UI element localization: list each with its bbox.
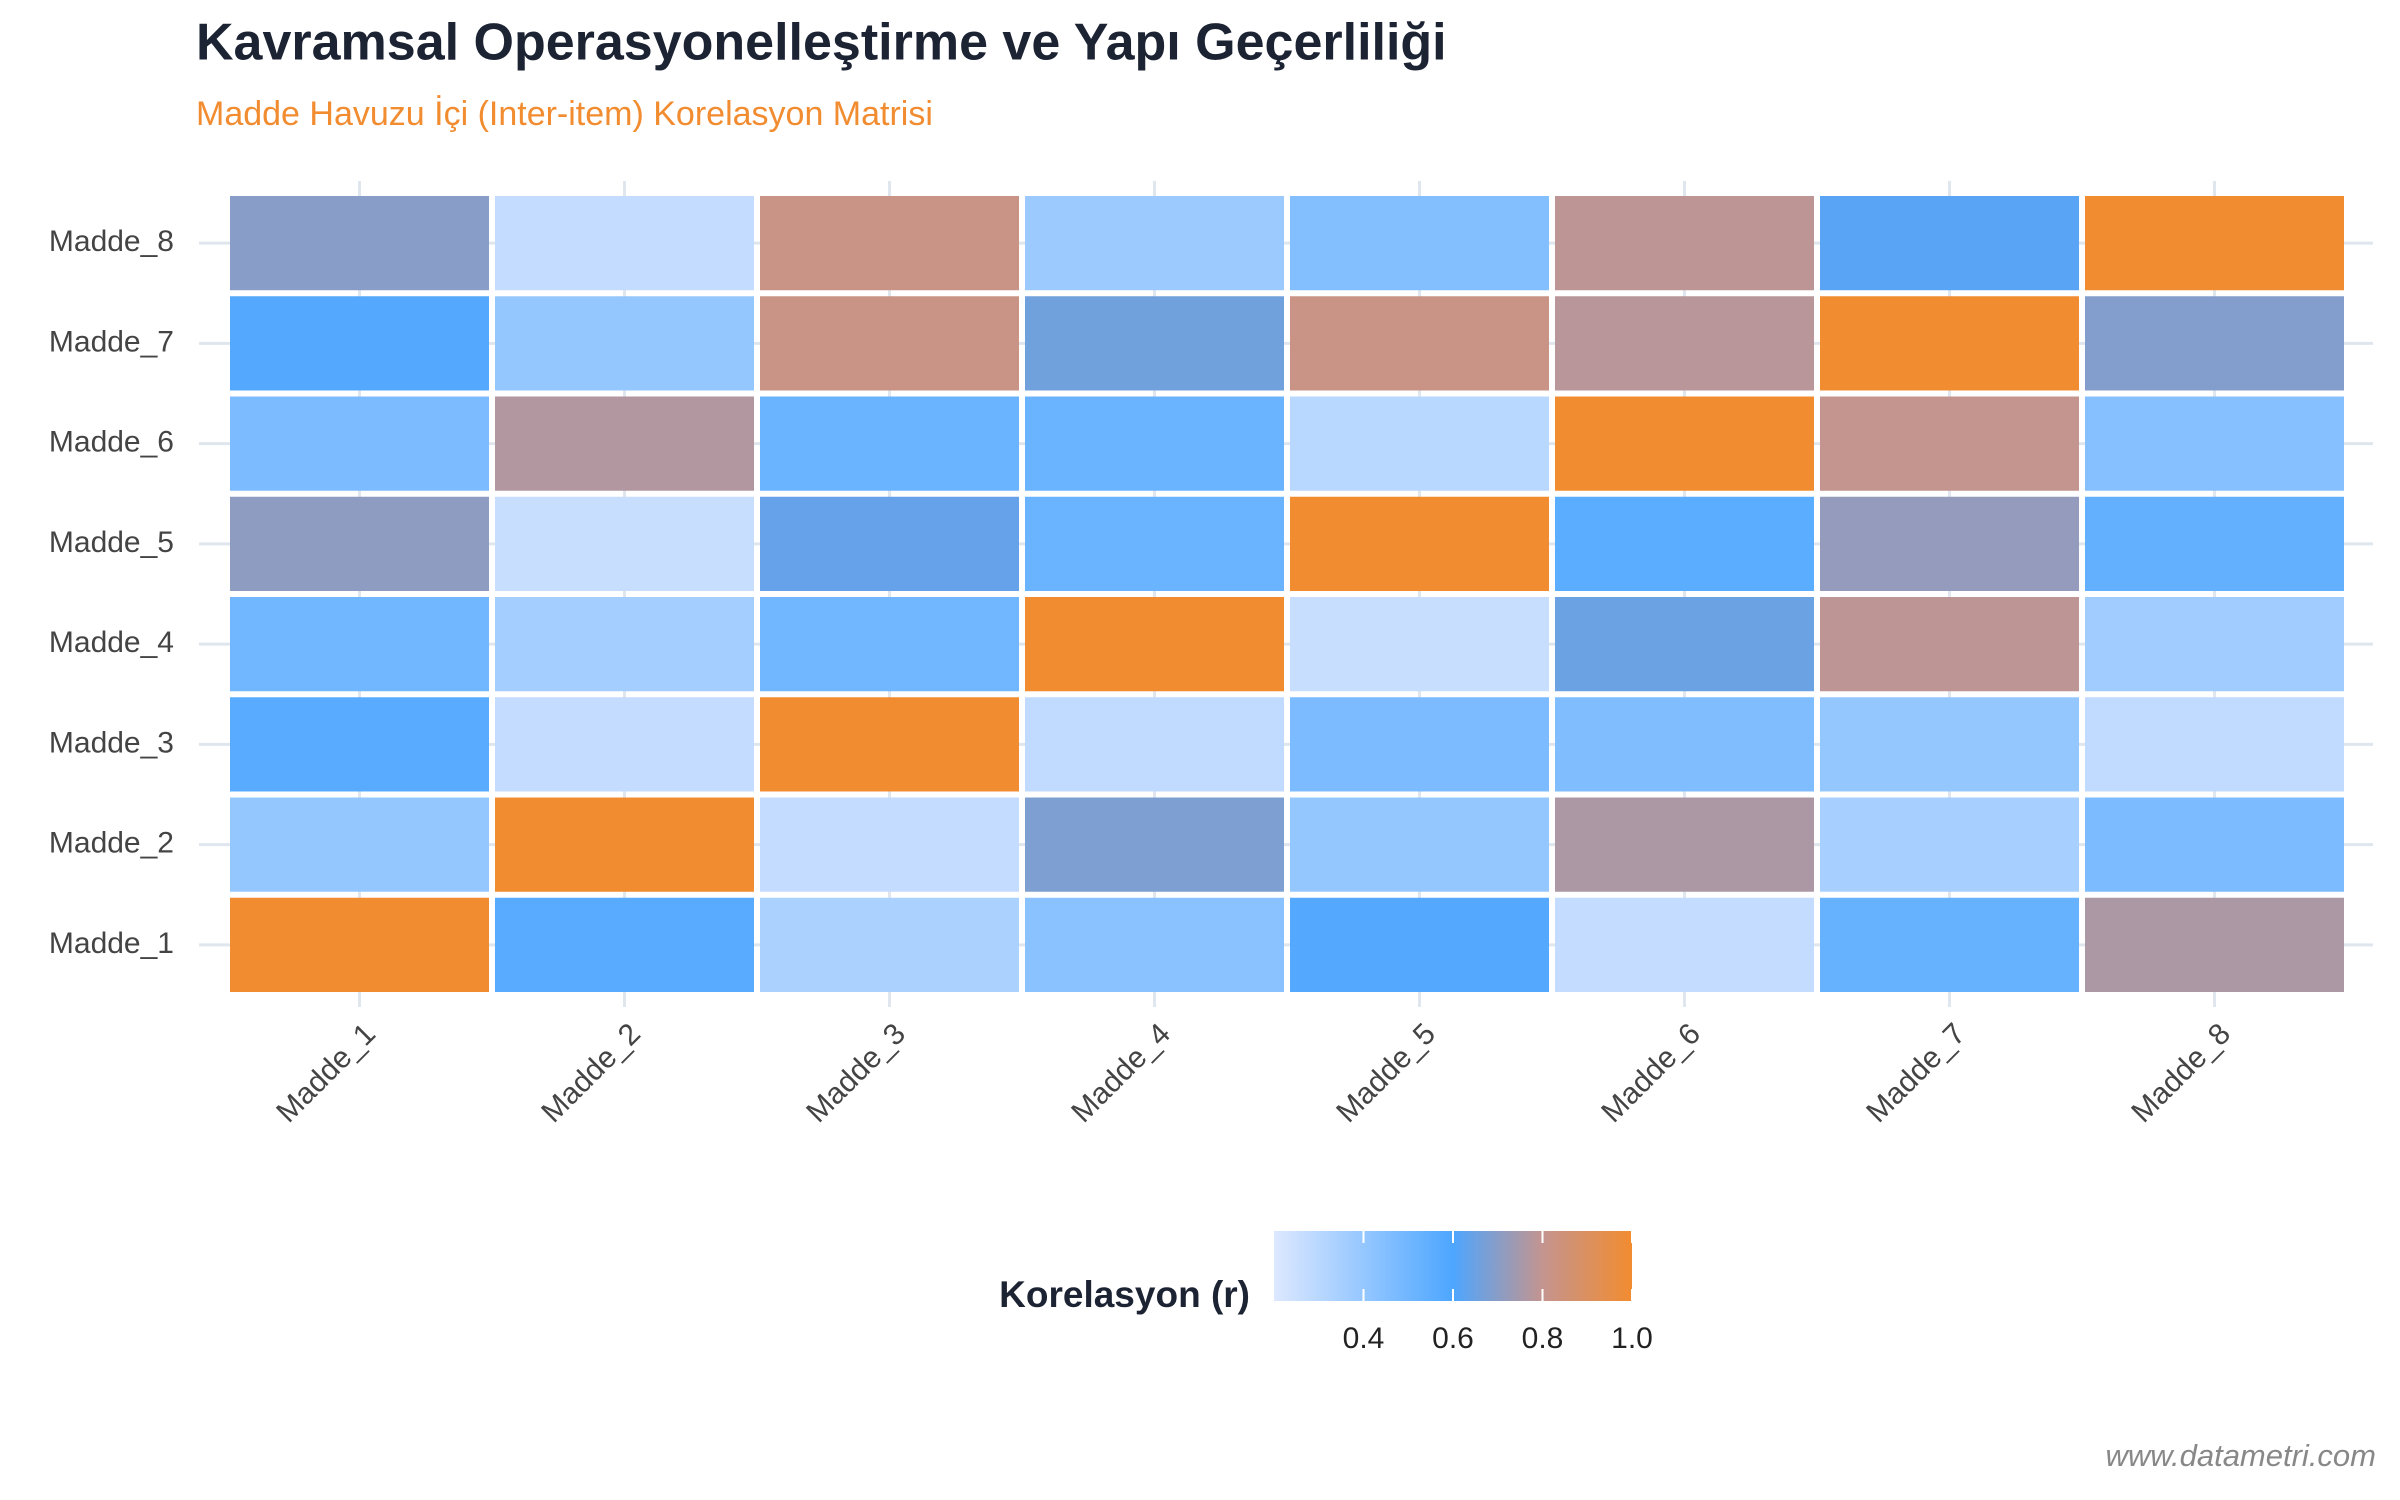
x-tick-label: Madde_1: [270, 1017, 382, 1129]
heat-cell: [230, 797, 489, 892]
x-tick-label: Madde_8: [2125, 1017, 2237, 1129]
heat-cell: [1820, 897, 2079, 992]
heat-cell: [495, 697, 754, 792]
chart-subtitle: Madde Havuzu İçi (Inter-item) Korelasyon…: [196, 95, 933, 133]
heat-cell: [1290, 196, 1549, 291]
heat-cell: [760, 296, 1019, 391]
heat-cell: [230, 697, 489, 792]
heat-cell: [495, 797, 754, 892]
heat-cell: [1820, 496, 2079, 591]
heat-cell: [1025, 396, 1284, 491]
heat-cell: [1555, 496, 1814, 591]
x-tick-label: Madde_4: [1065, 1017, 1177, 1129]
y-tick-label: Madde_3: [49, 726, 174, 759]
heat-cell: [1290, 697, 1549, 792]
heat-cell: [230, 196, 489, 291]
heat-cell: [1555, 296, 1814, 391]
legend-title: Korelasyon (r): [999, 1274, 1250, 1315]
heat-cell: [2085, 296, 2344, 391]
heat-cell: [2085, 196, 2344, 291]
heat-cell: [1290, 897, 1549, 992]
heat-cell: [760, 897, 1019, 992]
y-tick-label: Madde_4: [49, 626, 174, 659]
x-tick-label: Madde_6: [1595, 1017, 1707, 1129]
heat-cell: [495, 897, 754, 992]
heat-cell: [1555, 396, 1814, 491]
colorbar-tick-label: 1.0: [1611, 1322, 1653, 1355]
heat-cell: [760, 496, 1019, 591]
watermark: www.datametri.com: [2106, 1438, 2376, 1473]
heat-cell: [1555, 697, 1814, 792]
colorbar-tick-label: 0.8: [1522, 1322, 1564, 1355]
heat-cell: [760, 797, 1019, 892]
chart-title: Kavramsal Operasyonelleştirme ve Yapı Ge…: [196, 14, 1447, 72]
y-tick-label: Madde_7: [49, 325, 174, 358]
heat-cell: [1555, 597, 1814, 692]
heat-cell: [495, 396, 754, 491]
x-tick-label: Madde_5: [1330, 1017, 1442, 1129]
heat-cell: [1290, 296, 1549, 391]
y-tick-label: Madde_5: [49, 526, 174, 559]
heat-cell: [495, 597, 754, 692]
heat-cell: [1025, 296, 1284, 391]
heat-cell: [1555, 897, 1814, 992]
heat-cell: [760, 396, 1019, 491]
heat-cell: [760, 196, 1019, 291]
heat-cell: [2085, 697, 2344, 792]
heat-cell: [1820, 196, 2079, 291]
heat-cell: [1290, 396, 1549, 491]
heat-cell: [1820, 296, 2079, 391]
y-tick-label: Madde_8: [49, 225, 174, 258]
heat-cell: [1290, 597, 1549, 692]
heat-cell: [760, 597, 1019, 692]
heat-cell: [230, 597, 489, 692]
heat-cell: [2085, 597, 2344, 692]
heat-cell: [1290, 496, 1549, 591]
heat-cell: [2085, 496, 2344, 591]
heat-cell: [230, 396, 489, 491]
heat-cell: [495, 196, 754, 291]
heat-cell: [495, 296, 754, 391]
heat-cell: [1025, 697, 1284, 792]
y-tick-label: Madde_1: [49, 927, 174, 960]
heat-cell: [1555, 797, 1814, 892]
heat-cell: [760, 697, 1019, 792]
heat-cell: [230, 296, 489, 391]
heat-cell: [230, 496, 489, 591]
heat-cell: [1025, 897, 1284, 992]
heat-cell: [1555, 196, 1814, 291]
x-tick-label: Madde_3: [800, 1017, 912, 1129]
heat-cell: [1025, 496, 1284, 591]
heat-cell: [1820, 797, 2079, 892]
x-tick-label: Madde_2: [535, 1017, 647, 1129]
heat-cell: [495, 496, 754, 591]
heat-cell: [2085, 897, 2344, 992]
y-tick-label: Madde_2: [49, 827, 174, 860]
x-tick-label: Madde_7: [1860, 1017, 1972, 1129]
heat-cell: [2085, 396, 2344, 491]
colorbar-tick-label: 0.4: [1343, 1322, 1385, 1355]
heat-cell: [1025, 797, 1284, 892]
heat-cell: [1820, 697, 2079, 792]
colorbar-tick-label: 0.6: [1432, 1322, 1474, 1355]
heat-cell: [2085, 797, 2344, 892]
y-tick-label: Madde_6: [49, 426, 174, 459]
heat-cell: [1820, 396, 2079, 491]
heat-cell: [1025, 597, 1284, 692]
heat-cell: [1025, 196, 1284, 291]
heat-cell: [1290, 797, 1549, 892]
heat-cell: [1820, 597, 2079, 692]
heat-cell: [230, 897, 489, 992]
